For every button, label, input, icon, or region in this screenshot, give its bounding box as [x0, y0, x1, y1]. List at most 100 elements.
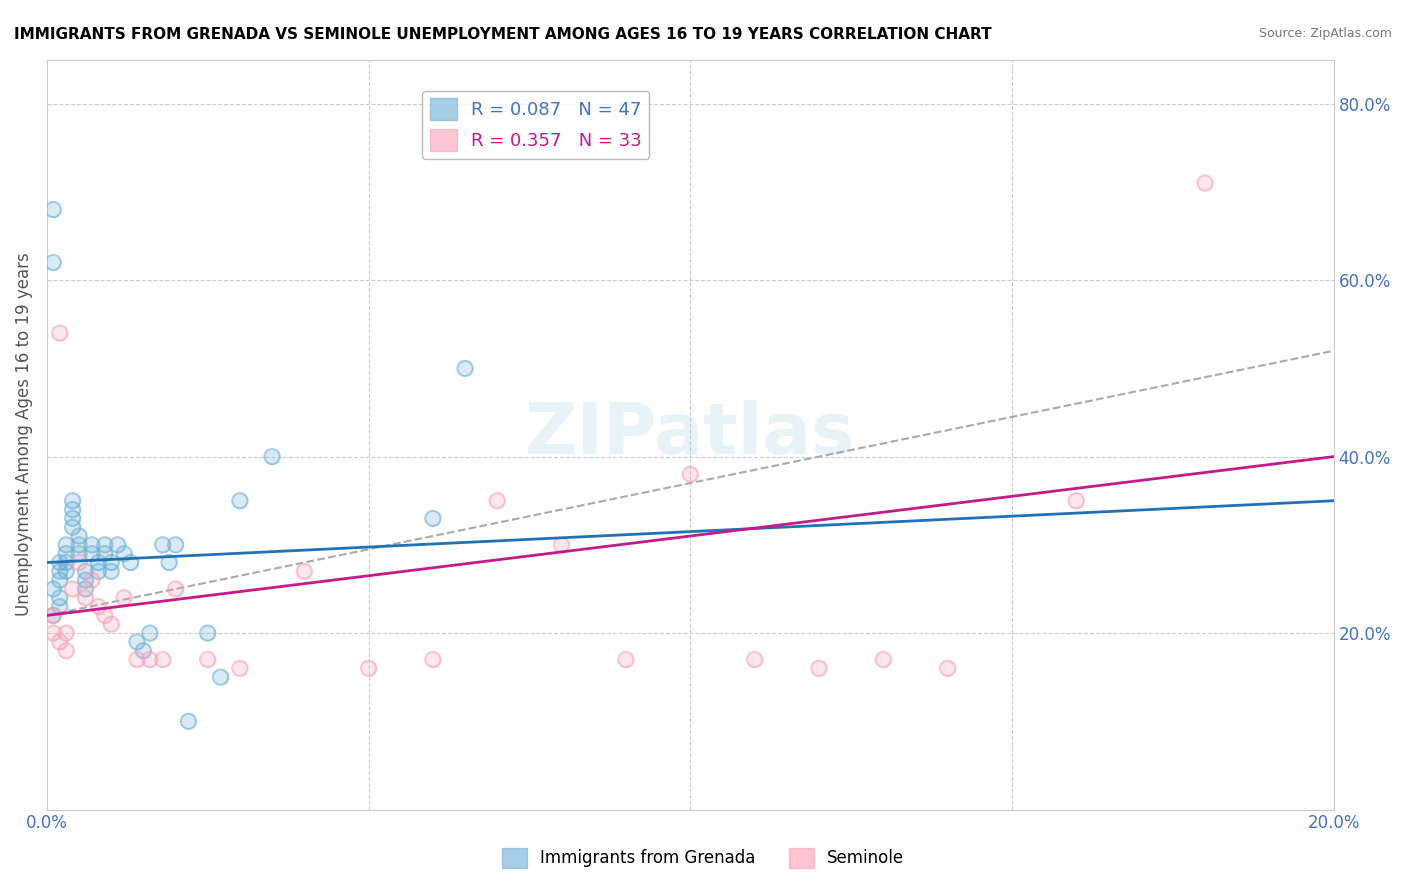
- Point: [49, 556, 72, 570]
- Point: [80, 573, 103, 587]
- Point: [152, 538, 174, 552]
- Point: [112, 547, 135, 561]
- Point: [100, 564, 122, 578]
- Point: [197, 626, 219, 640]
- Point: [94, 608, 117, 623]
- Point: [139, 626, 162, 640]
- Point: [87, 564, 110, 578]
- Point: [42, 608, 65, 623]
- Point: [55, 547, 77, 561]
- Point: [55, 644, 77, 658]
- Point: [49, 573, 72, 587]
- Point: [550, 538, 572, 552]
- Point: [49, 326, 72, 340]
- Point: [42, 608, 65, 623]
- Point: [229, 661, 252, 675]
- Point: [87, 556, 110, 570]
- Point: [807, 661, 830, 675]
- Point: [165, 582, 187, 596]
- Point: [165, 582, 187, 596]
- Point: [107, 538, 129, 552]
- Point: [80, 538, 103, 552]
- Point: [49, 635, 72, 649]
- Point: [87, 599, 110, 614]
- Point: [87, 564, 110, 578]
- Point: [55, 626, 77, 640]
- Point: [49, 573, 72, 587]
- Point: [80, 547, 103, 561]
- Point: [42, 608, 65, 623]
- Point: [357, 661, 380, 675]
- Point: [62, 582, 84, 596]
- Point: [125, 652, 148, 666]
- Point: [152, 652, 174, 666]
- Point: [94, 538, 117, 552]
- Point: [42, 608, 65, 623]
- Point: [112, 591, 135, 605]
- Point: [357, 661, 380, 675]
- Point: [62, 520, 84, 534]
- Y-axis label: Unemployment Among Ages 16 to 19 years: Unemployment Among Ages 16 to 19 years: [15, 252, 32, 616]
- Point: [262, 450, 284, 464]
- Point: [872, 652, 894, 666]
- Point: [42, 582, 65, 596]
- Point: [1064, 493, 1087, 508]
- Point: [177, 714, 200, 729]
- Point: [100, 617, 122, 632]
- Point: [49, 591, 72, 605]
- Point: [209, 670, 232, 684]
- Text: ZIPatlas: ZIPatlas: [526, 401, 855, 469]
- Point: [67, 529, 90, 543]
- Point: [55, 564, 77, 578]
- Point: [75, 564, 97, 578]
- Point: [67, 538, 90, 552]
- Point: [62, 582, 84, 596]
- Point: [614, 652, 637, 666]
- Point: [75, 573, 97, 587]
- Point: [49, 564, 72, 578]
- Point: [80, 538, 103, 552]
- Point: [55, 538, 77, 552]
- Point: [229, 661, 252, 675]
- Text: IMMIGRANTS FROM GRENADA VS SEMINOLE UNEMPLOYMENT AMONG AGES 16 TO 19 YEARS CORRE: IMMIGRANTS FROM GRENADA VS SEMINOLE UNEM…: [14, 27, 991, 42]
- Point: [49, 635, 72, 649]
- Point: [679, 467, 702, 482]
- Point: [292, 564, 315, 578]
- Point: [55, 644, 77, 658]
- Point: [80, 573, 103, 587]
- Point: [152, 538, 174, 552]
- Point: [125, 635, 148, 649]
- Point: [120, 556, 142, 570]
- Point: [614, 652, 637, 666]
- Point: [422, 652, 444, 666]
- Point: [100, 617, 122, 632]
- Point: [42, 255, 65, 269]
- Point: [157, 556, 180, 570]
- Point: [55, 556, 77, 570]
- Point: [67, 538, 90, 552]
- Point: [112, 547, 135, 561]
- Point: [42, 626, 65, 640]
- Point: [454, 361, 477, 376]
- Point: [744, 652, 766, 666]
- Point: [75, 573, 97, 587]
- Point: [139, 652, 162, 666]
- Point: [62, 511, 84, 525]
- Point: [75, 591, 97, 605]
- Point: [229, 493, 252, 508]
- Point: [177, 714, 200, 729]
- Point: [100, 564, 122, 578]
- Point: [197, 652, 219, 666]
- Point: [49, 564, 72, 578]
- Point: [67, 529, 90, 543]
- Point: [75, 564, 97, 578]
- Legend: R = 0.087   N = 47, R = 0.357   N = 33: R = 0.087 N = 47, R = 0.357 N = 33: [422, 91, 650, 159]
- Point: [292, 564, 315, 578]
- Point: [49, 599, 72, 614]
- Point: [55, 564, 77, 578]
- Point: [262, 450, 284, 464]
- Point: [936, 661, 959, 675]
- Point: [75, 582, 97, 596]
- Point: [100, 556, 122, 570]
- Point: [486, 493, 509, 508]
